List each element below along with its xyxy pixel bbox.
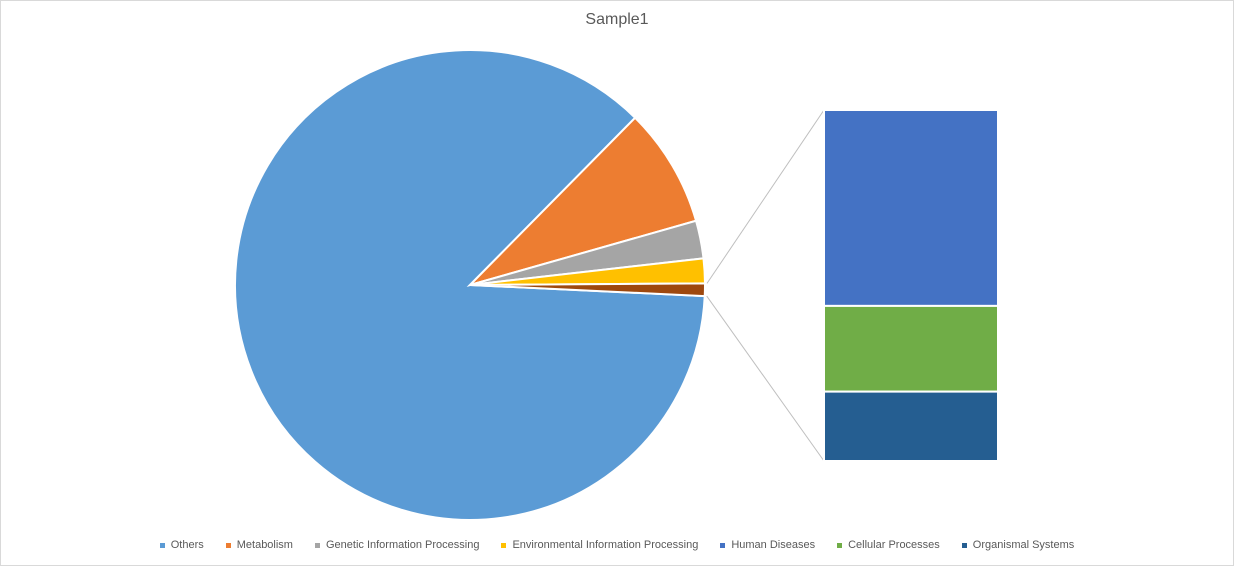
legend-swatch bbox=[314, 542, 320, 548]
legend-label: Genetic Information Processing bbox=[325, 539, 480, 551]
legend-swatch bbox=[720, 542, 726, 548]
legend-item-environmental-information-processing: Environmental Information Processing bbox=[501, 539, 698, 551]
legend-swatch bbox=[225, 542, 231, 548]
legend-label: Environmental Information Processing bbox=[512, 539, 699, 551]
legend-item-organismal-systems: Organismal Systems bbox=[961, 539, 1075, 551]
pie-slice-metabolism bbox=[466, 116, 698, 288]
legend-label: Organismal Systems bbox=[972, 539, 1075, 551]
bar-segment-human-diseases bbox=[823, 109, 999, 307]
legend-item-human-diseases: Human Diseases bbox=[720, 539, 815, 551]
legend-label: Cellular Processes bbox=[848, 539, 940, 551]
bar-segment-organismal-systems bbox=[823, 390, 999, 462]
legend-swatch bbox=[961, 542, 967, 548]
legend-swatch bbox=[159, 542, 165, 548]
legend-label: Human Diseases bbox=[731, 539, 816, 551]
legend-item-cellular-processes: Cellular Processes bbox=[837, 539, 940, 551]
connector-line-bottom bbox=[706, 295, 825, 462]
legend-swatch bbox=[501, 542, 507, 548]
pie-slice-other bbox=[469, 282, 706, 298]
connector-line-top bbox=[706, 109, 825, 284]
legend-item-genetic-information-processing: Genetic Information Processing bbox=[314, 539, 480, 551]
bar-segment-cellular-processes bbox=[823, 304, 999, 393]
legend-item-others: Others bbox=[159, 539, 204, 551]
legend-label: Metabolism bbox=[236, 539, 293, 551]
legend-item-metabolism: Metabolism bbox=[225, 539, 293, 551]
chart-legend: Others Metabolism Genetic Information Proc… bbox=[0, 539, 1234, 551]
legend-swatch bbox=[837, 542, 843, 548]
chart-title: Sample1 bbox=[585, 11, 649, 28]
legend-label: Others bbox=[170, 539, 204, 551]
